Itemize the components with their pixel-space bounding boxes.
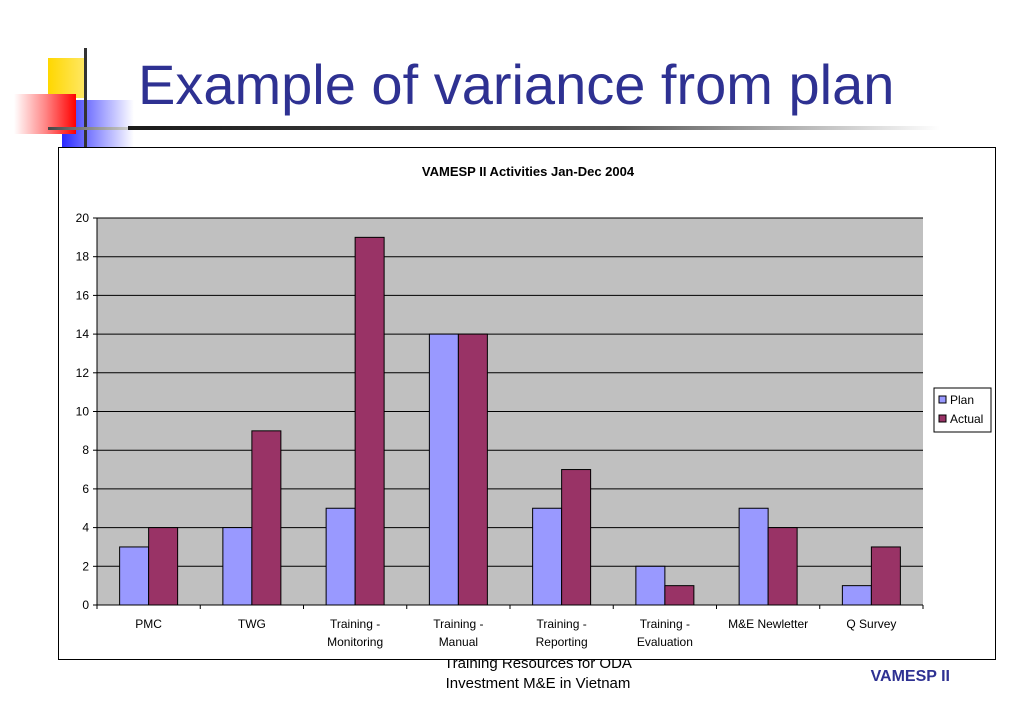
category-label: Training -: [330, 617, 380, 631]
bar-plan: [222, 527, 253, 606]
category-label: PMC: [135, 617, 162, 631]
category-label: M&E Newletter: [728, 617, 808, 631]
slide-title: Example of variance from plan: [138, 53, 895, 116]
y-tick-label: 8: [82, 443, 89, 457]
bars: [119, 236, 901, 606]
legend-swatch-plan: [938, 395, 947, 404]
category-label: Manual: [439, 635, 478, 649]
category-label: TWG: [238, 617, 266, 631]
y-tick-label: 12: [76, 366, 90, 380]
axes: 0 2 4 6 8 10 12 14 16 18 20 PMC TWG Training - Monitor…: [76, 211, 924, 649]
category-label: Training -: [537, 617, 587, 631]
category-label: Evaluation: [637, 635, 693, 649]
bar-actual: [561, 469, 592, 606]
category-label: Q Survey: [846, 617, 896, 631]
bar-actual: [870, 546, 901, 606]
y-tick-label: 4: [82, 521, 89, 535]
bar-plan: [738, 507, 769, 606]
footer-brand: VAMESP II: [870, 668, 950, 685]
bar-actual: [251, 430, 282, 606]
legend-label-plan: Plan: [950, 393, 974, 407]
bar-plan: [841, 585, 872, 606]
bar-actual: [148, 527, 179, 606]
legend-box: [933, 387, 992, 433]
legend: Plan Actual: [933, 387, 992, 433]
chart-title: VAMESP II Activities Jan-Dec 2004: [422, 164, 635, 179]
title-decoration: [14, 48, 160, 148]
y-tick-label: 0: [82, 598, 89, 612]
bar-plan: [119, 546, 150, 606]
bar-plan: [635, 565, 666, 606]
category-label: Training -: [640, 617, 690, 631]
footer-text: Training Resources for ODA Investment M&…: [388, 654, 688, 694]
legend-swatch-actual: [938, 414, 947, 423]
bar-actual: [354, 236, 385, 606]
y-tick-label: 10: [76, 405, 90, 419]
bar-actual: [664, 585, 695, 606]
chart-frame: VAMESP II Activities Jan-Dec 2004 0 2 4 6 8 1…: [58, 147, 996, 660]
y-tick-label: 14: [76, 327, 90, 341]
y-tick-label: 6: [82, 482, 89, 496]
bar-actual: [767, 527, 798, 606]
y-tick-label: 20: [76, 211, 90, 225]
y-tick-label: 18: [76, 250, 90, 264]
footer-line-2: Investment M&E in Vietnam: [445, 675, 631, 692]
bar-plan: [428, 333, 459, 606]
category-label: Monitoring: [327, 635, 383, 649]
y-tick-label: 2: [82, 559, 89, 573]
category-label: Reporting: [536, 635, 588, 649]
bar-plan: [532, 507, 563, 606]
bar-actual: [457, 333, 488, 606]
bar-plan: [325, 507, 356, 606]
title-underline: [128, 126, 940, 130]
bar-chart: VAMESP II Activities Jan-Dec 2004 0 2 4 6 8 1…: [76, 164, 992, 649]
legend-label-actual: Actual: [950, 412, 983, 426]
category-label: Training -: [433, 617, 483, 631]
y-tick-label: 16: [76, 288, 90, 302]
